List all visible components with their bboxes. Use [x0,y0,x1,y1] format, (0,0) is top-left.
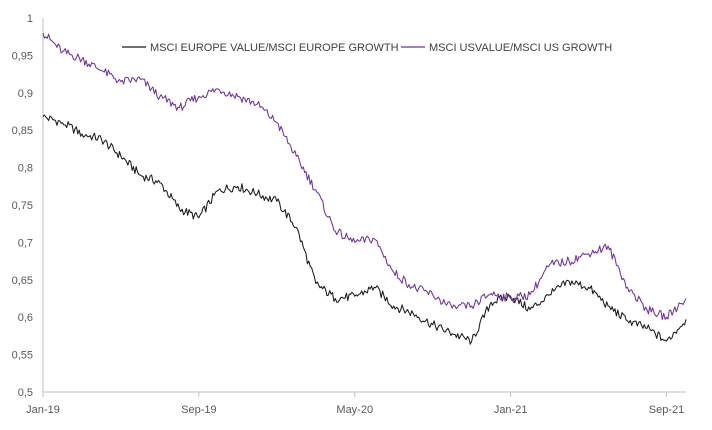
x-tick-label: Jan-19 [26,404,60,416]
y-tick-label: 0,95 [12,50,33,62]
legend-label-1: MSCI EUROPE VALUE/MSCI EUROPE GROWTH [150,42,399,54]
x-tick-label: May-20 [336,404,373,416]
y-tick-label: 0,9 [18,88,33,100]
x-tick-label: Jan-21 [494,404,528,416]
x-axis: Jan-19 Sep-19 May-20 Jan-21 Sep-21 [26,391,686,416]
legend-label-2: MSCI USVALUE/MSCI US GROWTH [429,42,612,54]
y-tick-label: 0,7 [18,237,33,249]
x-tick-label: Sep-19 [181,404,216,416]
series-line-2 [42,32,687,321]
y-tick-label: 0,5 [18,387,33,399]
plot-series [42,32,687,345]
series-line-1 [42,114,687,345]
y-tick-label: 0,6 [18,312,33,324]
y-tick-label: 0,55 [12,350,33,362]
y-tick-label: 0,8 [18,163,33,175]
y-tick-label: 0,75 [12,200,33,212]
y-tick-label: 0,85 [12,125,33,137]
x-tick-label: Sep-21 [649,404,684,416]
y-tick-label: 0,65 [12,275,33,287]
y-tick-label: 1 [27,13,33,25]
legend: MSCI EUROPE VALUE/MSCI EUROPE GROWTH MSCI… [122,42,612,54]
y-axis: 1 0,95 0,9 0,85 0,8 0,75 0,7 0,65 0,6 0,55 0,5 [12,13,44,399]
